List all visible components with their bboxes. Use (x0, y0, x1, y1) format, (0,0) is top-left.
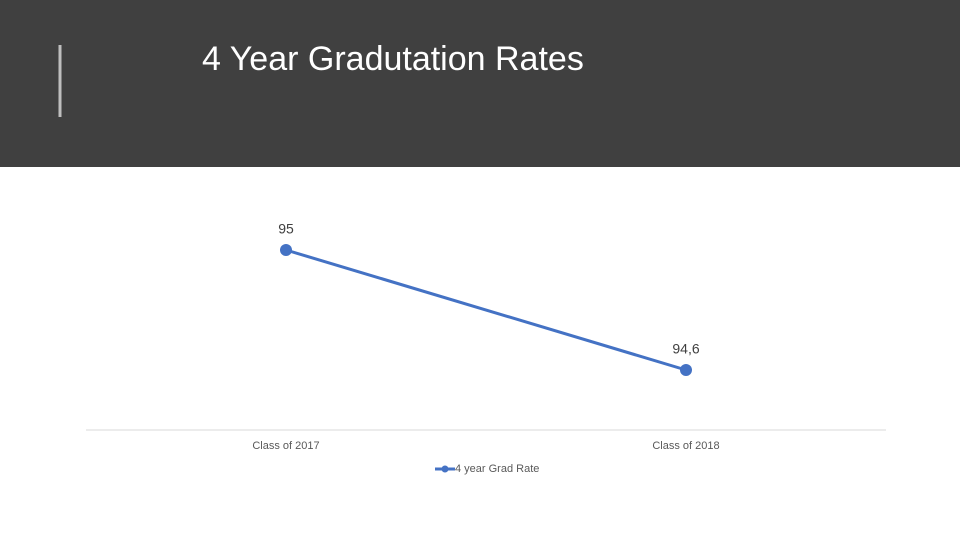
series-line (285, 248, 687, 372)
data-point (680, 364, 692, 376)
chart-title: 4 Year Gradutation Rates (202, 40, 584, 78)
legend-label: 4 year Grad Rate (455, 463, 539, 475)
x-tick-label: Class of 2017 (252, 440, 319, 452)
header-band (0, 0, 960, 167)
data-label: 95 (278, 221, 294, 237)
legend-marker (441, 465, 449, 473)
x-tick-label: Class of 2018 (652, 440, 719, 452)
data-label: 94,6 (672, 341, 699, 357)
data-point (280, 244, 292, 256)
